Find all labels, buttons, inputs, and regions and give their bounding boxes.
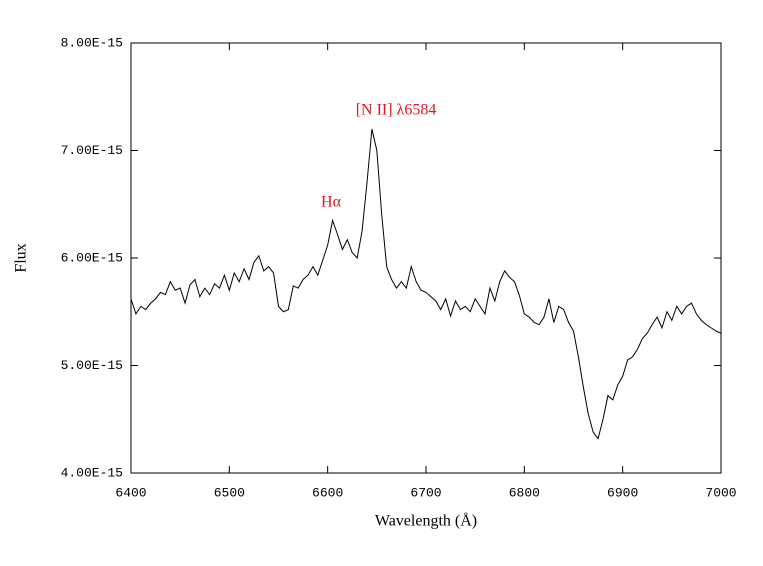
- x-tick-label: 6600: [312, 485, 343, 500]
- annotation: [N II] λ6584: [356, 102, 437, 119]
- y-tick-label: 5.00E-15: [61, 358, 123, 373]
- x-tick-label: 6700: [410, 485, 441, 500]
- y-tick-label: 6.00E-15: [61, 250, 123, 265]
- y-tick-label: 7.00E-15: [61, 143, 123, 158]
- y-tick-label: 8.00E-15: [61, 35, 123, 50]
- x-axis-label: Wavelength (Å): [375, 512, 477, 530]
- x-tick-label: 6500: [214, 485, 245, 500]
- annotation: Hα: [321, 194, 342, 211]
- x-tick-label: 6400: [115, 485, 146, 500]
- x-tick-label: 6800: [509, 485, 540, 500]
- y-tick-label: 4.00E-15: [61, 465, 123, 480]
- spectrum-line: [130, 128, 722, 440]
- x-tick-label: 6900: [607, 485, 638, 500]
- y-axis-label: Flux: [13, 243, 30, 272]
- x-tick-label: 7000: [705, 485, 736, 500]
